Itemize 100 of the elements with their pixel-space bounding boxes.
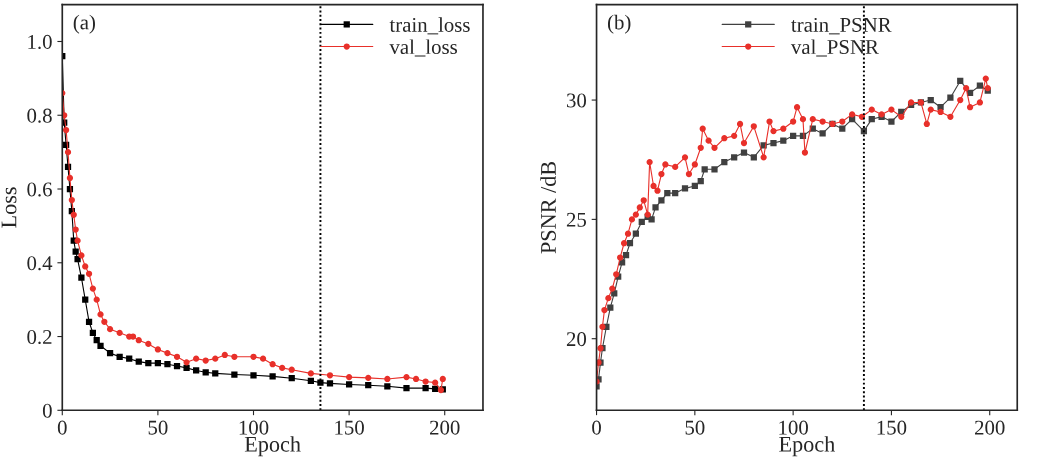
point xyxy=(269,361,276,368)
point xyxy=(384,383,391,390)
x-tick-label: 50 xyxy=(148,420,168,435)
point xyxy=(365,382,372,389)
point xyxy=(64,149,72,156)
point xyxy=(317,379,324,386)
point xyxy=(412,375,420,383)
point xyxy=(819,130,826,137)
y-tick-label: 0 xyxy=(42,403,52,418)
point xyxy=(173,362,181,370)
point xyxy=(193,367,200,374)
point xyxy=(72,248,79,255)
point xyxy=(89,329,96,336)
x-tick-label: 100 xyxy=(779,420,808,435)
point xyxy=(658,197,665,204)
point xyxy=(326,380,334,387)
point xyxy=(384,375,391,383)
y-axis-title: Loss xyxy=(1,187,17,228)
point xyxy=(888,118,895,125)
point xyxy=(78,274,85,281)
point xyxy=(72,226,79,233)
point xyxy=(632,230,639,237)
y-tick-label: 30 xyxy=(566,93,587,108)
x-tick-label: 150 xyxy=(877,420,907,435)
y-tick-label: 0.4 xyxy=(27,256,53,271)
point xyxy=(250,372,257,379)
annotation: (a) xyxy=(73,14,95,34)
point xyxy=(106,326,114,333)
point xyxy=(740,149,748,156)
point xyxy=(976,82,984,89)
point xyxy=(116,353,123,360)
point xyxy=(202,357,209,364)
point xyxy=(101,318,108,325)
legend-label: val_PSNR xyxy=(790,39,879,57)
point xyxy=(288,375,295,382)
y-tick-label: 0.2 xyxy=(27,329,52,345)
point xyxy=(326,372,334,379)
point xyxy=(250,353,257,360)
point xyxy=(106,350,114,357)
legend-label: val_loss xyxy=(389,39,457,57)
point xyxy=(164,361,171,368)
point xyxy=(947,94,954,101)
point xyxy=(135,358,142,365)
point xyxy=(93,337,100,344)
point xyxy=(927,96,934,104)
point xyxy=(212,370,219,377)
point xyxy=(697,178,704,185)
x-tick-label: 200 xyxy=(430,420,460,435)
x-tick-label: 100 xyxy=(239,420,269,435)
point xyxy=(307,377,314,384)
x-tick-label: 50 xyxy=(685,420,705,435)
point xyxy=(957,77,964,85)
point xyxy=(403,373,410,381)
x-tick-label: 150 xyxy=(335,420,364,435)
point xyxy=(193,355,200,362)
point xyxy=(85,318,93,325)
point xyxy=(664,190,671,197)
point xyxy=(259,355,267,362)
point xyxy=(288,366,295,373)
point xyxy=(85,270,93,277)
y-axis-title: PSNR /dB xyxy=(540,161,556,254)
point xyxy=(681,185,689,192)
point xyxy=(648,216,655,223)
point xyxy=(68,196,75,204)
point xyxy=(731,154,738,161)
legend-label: train_PSNR xyxy=(791,17,892,35)
point xyxy=(607,304,614,311)
point xyxy=(770,139,777,147)
point xyxy=(638,218,645,225)
point xyxy=(164,350,171,357)
x-axis-title: Epoch xyxy=(779,436,835,457)
y-tick-label: 25 xyxy=(566,212,587,227)
point xyxy=(279,364,286,371)
point xyxy=(365,374,372,381)
point xyxy=(145,359,152,367)
point xyxy=(231,353,238,360)
point xyxy=(780,137,787,144)
point xyxy=(97,311,104,318)
point xyxy=(432,379,439,386)
point xyxy=(82,296,89,303)
point xyxy=(78,252,85,259)
point xyxy=(839,125,846,132)
point xyxy=(868,116,875,123)
y-tick-label: 0.6 xyxy=(27,182,52,197)
point xyxy=(652,204,659,211)
point xyxy=(82,263,89,270)
y-tick-label: 20 xyxy=(566,332,587,347)
point xyxy=(721,158,728,166)
x-tick-label: 0 xyxy=(57,420,67,435)
point xyxy=(154,359,162,367)
point xyxy=(126,355,133,362)
point xyxy=(269,373,276,380)
point xyxy=(691,182,698,190)
x-tick-label: 200 xyxy=(975,420,1005,435)
point xyxy=(135,337,142,344)
point xyxy=(622,252,630,259)
point xyxy=(711,166,718,173)
y-tick-label: 1.0 xyxy=(28,34,52,50)
point xyxy=(432,385,439,393)
point xyxy=(116,329,123,336)
